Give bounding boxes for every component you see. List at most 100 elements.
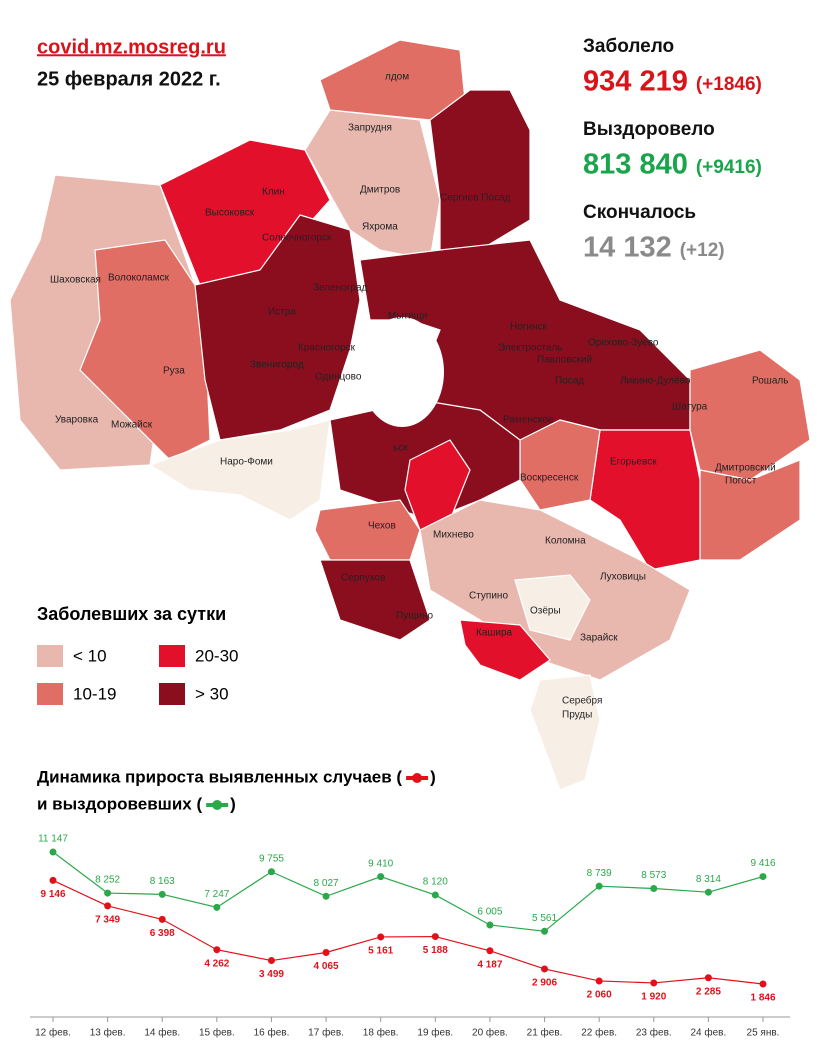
point <box>486 947 494 955</box>
place-label: Истра <box>268 307 296 318</box>
place-label: Ликино-Дулёво <box>620 376 691 387</box>
place-label: Серпухов <box>341 573 386 584</box>
place-label: Чехов <box>368 521 396 532</box>
point <box>486 921 494 929</box>
chart-title: Динамика прироста выявленных случаев ( <box>37 767 402 786</box>
value-label: 5 188 <box>423 945 448 956</box>
x-tick-label: 15 фев. <box>199 1027 235 1039</box>
place-label: Серебря <box>562 695 602 707</box>
x-tick-label: 25 янв. <box>747 1028 780 1039</box>
map-area <box>194 214 361 441</box>
place-label: Ступино <box>469 591 508 602</box>
point <box>650 885 658 893</box>
date: 25 февраля 2022 г. <box>37 68 221 90</box>
point <box>213 903 221 911</box>
region-map <box>9 39 811 791</box>
value-label: 6 005 <box>477 907 502 918</box>
point <box>377 933 385 941</box>
place-label: Воскресенск <box>520 473 579 484</box>
map-area <box>429 89 531 251</box>
place-label: Орехово-Зуево <box>588 338 659 349</box>
x-tick-label: 20 фев. <box>472 1027 508 1039</box>
place-label: Дмитровский <box>715 463 776 474</box>
point <box>322 949 330 957</box>
point <box>158 915 166 923</box>
legend-dot-icon <box>412 773 423 783</box>
map-area <box>529 674 601 791</box>
place-label: Дмитров <box>360 185 400 196</box>
value-label: 4 262 <box>204 958 229 969</box>
stat-delta: (+12) <box>680 240 725 261</box>
chart-title: ) <box>230 794 236 813</box>
place-label: Павловский <box>537 355 592 366</box>
point <box>541 965 549 973</box>
legend-swatch <box>37 683 63 705</box>
place-label: Зеленоград <box>313 283 368 294</box>
map-area <box>689 349 811 481</box>
place-label: Шаховская <box>50 275 101 286</box>
chart-title: ) <box>430 767 436 786</box>
value-label: 11 147 <box>38 834 68 845</box>
map-area <box>519 419 601 511</box>
series-line <box>52 879 764 985</box>
stat-label: Заболело <box>583 36 674 57</box>
x-tick-label: 12 фев. <box>35 1027 71 1039</box>
x-tick-label: 21 фев. <box>527 1027 563 1039</box>
point <box>104 902 112 910</box>
point <box>49 848 57 856</box>
legend-label: 20-30 <box>195 646 238 665</box>
legend-label: < 10 <box>73 646 107 665</box>
x-tick-label: 18 фев. <box>363 1027 399 1039</box>
point <box>759 980 767 988</box>
value-label: 1 846 <box>750 993 775 1004</box>
value-label: 1 920 <box>641 992 666 1003</box>
place-label: Яхрома <box>362 222 398 233</box>
point <box>431 891 439 899</box>
chart-title: и выздоровевших ( <box>37 794 202 813</box>
moscow-hole <box>360 317 444 427</box>
x-tick-label: 13 фев. <box>90 1027 126 1039</box>
value-label: 7 349 <box>95 915 120 926</box>
point <box>49 876 57 884</box>
value-label: 8 573 <box>641 870 666 881</box>
point <box>158 890 166 898</box>
stat-value: 813 840 <box>583 149 688 181</box>
point <box>377 873 385 881</box>
map-area <box>79 239 211 461</box>
value-label: 7 247 <box>204 889 229 900</box>
series-line <box>52 851 764 932</box>
place-label: Раменское <box>503 415 554 426</box>
place-label: Высоковск <box>205 208 255 219</box>
legend-label: > 30 <box>195 684 229 703</box>
value-label: 9 410 <box>368 858 393 869</box>
legend-swatch <box>37 645 63 667</box>
place-label: Погост <box>725 476 757 487</box>
point <box>541 927 549 935</box>
site-url: covid.mz.mosreg.ru <box>37 36 226 58</box>
point <box>322 892 330 900</box>
place-label: Луховицы <box>600 572 646 583</box>
value-label: 6 398 <box>150 928 175 939</box>
point <box>704 974 712 982</box>
value-label: 4 187 <box>477 959 502 970</box>
point <box>650 979 658 987</box>
place-label: Коломна <box>545 536 586 547</box>
place-label: Рошаль <box>752 376 788 387</box>
place-label: Озёры <box>530 606 561 617</box>
map-area <box>148 419 331 521</box>
value-label: 5 561 <box>532 913 557 924</box>
value-label: 9 146 <box>40 889 65 900</box>
stat-value: 934 219 <box>583 66 688 98</box>
value-label: 2 285 <box>696 986 721 997</box>
point <box>704 888 712 896</box>
legend-title: Заболевших за сутки <box>37 604 226 624</box>
place-label: лдом <box>385 72 409 83</box>
value-label: 9 416 <box>750 858 775 869</box>
place-label: Мытищи <box>388 311 428 322</box>
legend-dot-icon <box>212 800 223 810</box>
x-tick-label: 23 фев. <box>636 1027 672 1039</box>
place-label: Запрудня <box>348 123 392 134</box>
place-label: Красногорск <box>298 343 356 354</box>
point <box>267 957 275 965</box>
